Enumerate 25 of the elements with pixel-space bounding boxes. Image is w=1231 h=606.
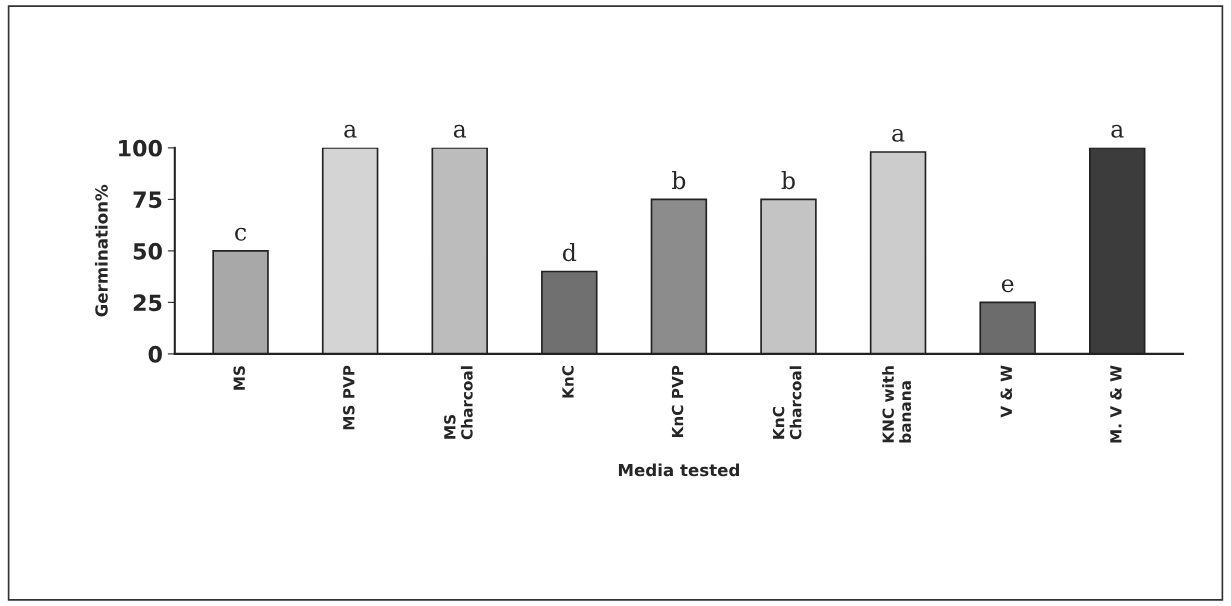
annotation: b	[781, 170, 795, 190]
x-tick-label: KnC PVP	[671, 365, 684, 438]
x-tick-label: KNC with banana	[882, 366, 912, 443]
annotation: a	[892, 128, 905, 142]
annotation: c	[235, 227, 247, 241]
x-tick-label: MS	[233, 366, 245, 390]
y-tick-label: 0	[148, 345, 162, 363]
y-tick-label: 75	[133, 191, 162, 209]
x-tick-label: M. V & W	[1110, 365, 1122, 443]
annotation: b	[672, 170, 686, 190]
x-tick-label: MS Charcoal	[444, 366, 473, 440]
y-axis-title: Germination%	[94, 184, 108, 317]
y-tick-label: 50	[133, 242, 162, 260]
y-tick-label: 100	[119, 139, 162, 157]
x-tick-label: V & W	[1000, 365, 1013, 418]
annotation: a	[344, 124, 357, 138]
annotation: e	[1001, 279, 1014, 293]
x-tick-label: KnC	[562, 365, 574, 398]
annotation: d	[562, 243, 577, 262]
x-tick-label: MS PVP	[343, 365, 355, 430]
annotation: a	[1111, 124, 1124, 138]
y-tick-label: 25	[133, 294, 162, 312]
x-axis-title: Media tested	[618, 463, 739, 477]
x-tick-label: KnC Charcoal	[772, 366, 802, 440]
annotation: a	[453, 124, 467, 138]
